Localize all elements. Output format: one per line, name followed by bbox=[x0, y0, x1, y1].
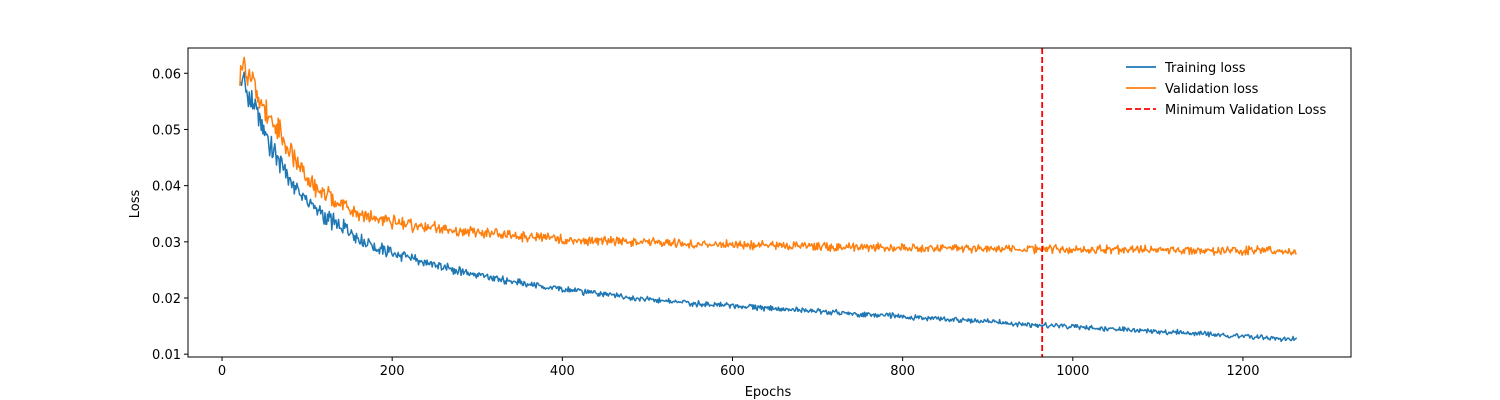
legend-label: Validation loss bbox=[1165, 82, 1259, 97]
legend: Training loss Validation loss Minimum Vali… bbox=[1126, 61, 1326, 118]
x-tick-label: 800 bbox=[890, 364, 915, 379]
y-axis-label: Loss bbox=[128, 190, 143, 219]
axes: 0 200 400 600 800 1000 1200 0.01 0.02 0.03 0.04 0.0… bbox=[152, 47, 1352, 379]
series-line-validation bbox=[239, 56, 1298, 257]
plot-area bbox=[239, 48, 1298, 357]
legend-label: Training loss bbox=[1164, 61, 1246, 76]
x-tick-label: 600 bbox=[720, 364, 745, 379]
y-tick-label: 0.02 bbox=[152, 292, 181, 307]
series-line-training bbox=[239, 71, 1298, 343]
x-tick-label: 1200 bbox=[1226, 364, 1259, 379]
x-tick-label: 400 bbox=[550, 364, 575, 379]
x-tick-label: 200 bbox=[380, 364, 405, 379]
y-tick-label: 0.06 bbox=[152, 67, 181, 82]
y-tick-label: 0.01 bbox=[152, 348, 181, 363]
axes-frame bbox=[187, 47, 1352, 358]
legend-label: Minimum Validation Loss bbox=[1165, 103, 1326, 118]
y-tick-label: 0.05 bbox=[152, 123, 181, 138]
y-tick-label: 0.03 bbox=[152, 236, 181, 251]
x-tick-label: 0 bbox=[218, 364, 226, 379]
y-tick-label: 0.04 bbox=[152, 180, 181, 195]
x-axis-label: Epochs bbox=[745, 385, 792, 400]
x-tick-label: 1000 bbox=[1056, 364, 1089, 379]
